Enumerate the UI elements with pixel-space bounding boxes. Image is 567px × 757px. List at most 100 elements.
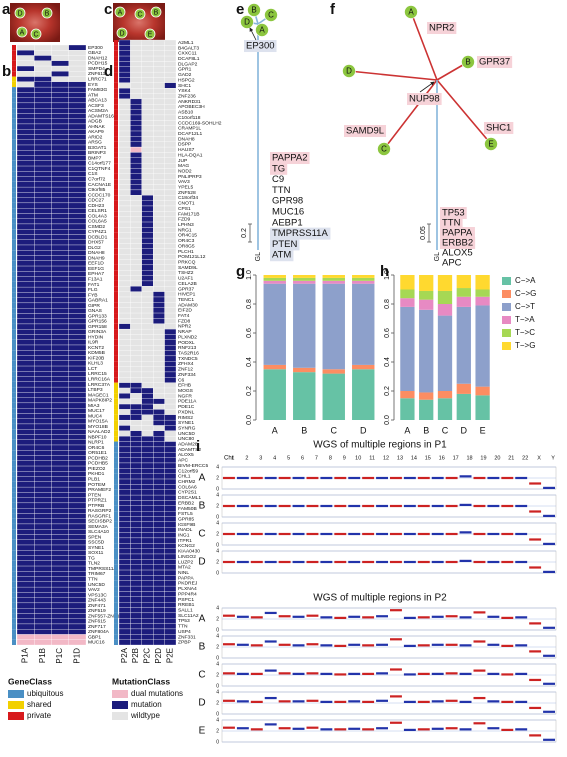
gene-label: GPR37 (178, 286, 194, 292)
gene-label: CELA2B (178, 281, 197, 287)
region-label: E (148, 31, 153, 38)
gene-label: PRKCQ (178, 259, 196, 265)
heatmap-cell (130, 628, 142, 635)
heatmap-cell (130, 275, 142, 282)
class-bar (114, 570, 118, 576)
heatmap-cell (16, 492, 35, 498)
heatmap-cell (51, 176, 69, 182)
heatmap-cell (51, 550, 69, 556)
heatmap-cell (51, 465, 69, 472)
gene-label: NUP98 (409, 94, 440, 105)
heatmap-cell (130, 318, 142, 324)
bar-segment (263, 364, 286, 370)
heatmap-cell (68, 65, 87, 72)
heatmap-cell (51, 334, 69, 340)
heatmap-cell (51, 65, 69, 72)
heatmap-cell (34, 223, 52, 230)
heatmap-cell (153, 623, 165, 630)
heatmap-cell (153, 109, 165, 116)
heatmap-cell (51, 218, 69, 225)
heatmap-cell (51, 55, 69, 61)
heatmap-cell (164, 77, 177, 83)
heatmap-cell (51, 92, 69, 98)
region-marker (30, 28, 42, 40)
heatmap-cell (16, 281, 35, 288)
heatmap-cell (34, 550, 52, 556)
heatmap-cell (34, 92, 52, 98)
heatmap-cell (141, 39, 154, 46)
heatmap-cell (164, 452, 177, 458)
heatmap-cell (51, 571, 69, 577)
heatmap-cell (153, 291, 165, 298)
heatmap-cell (16, 465, 35, 472)
heatmap-cell (16, 65, 35, 72)
class-bar (12, 429, 16, 435)
heatmap-cell (16, 544, 35, 551)
heatmap-cell (130, 232, 142, 239)
heatmap-cell (51, 281, 69, 288)
heatmap-cell (141, 425, 154, 431)
heatmap-cell (118, 634, 131, 640)
gene-label: FAM83G (88, 87, 107, 93)
heatmap-cell (130, 345, 142, 351)
heatmap-cell (118, 473, 131, 480)
gene-label: EP300 (88, 45, 103, 51)
heatmap-cell (118, 125, 131, 132)
heatmap-cell (68, 576, 87, 582)
tree-node (404, 5, 418, 19)
class-bar (12, 245, 16, 251)
gene-label: SHC1 (486, 123, 511, 134)
heatmap-cell (16, 239, 35, 246)
region-marker (14, 7, 26, 19)
cnv-tick-label: 0 (216, 655, 219, 661)
heatmap-cell (164, 334, 177, 340)
heatmap-cell (68, 476, 87, 482)
heatmap-cell (153, 88, 165, 94)
heatmap-cell (118, 248, 131, 255)
heatmap-cell (153, 296, 165, 303)
heatmap-cell (141, 559, 154, 565)
gene-label: PPP4R4 (178, 591, 197, 597)
heatmap-cell (118, 387, 131, 394)
gene-label: CDH23 (88, 203, 104, 209)
heatmap-cell (51, 565, 69, 572)
sample-label: A (199, 473, 206, 484)
heatmap-cell (164, 393, 177, 399)
heatmap-cell (34, 576, 52, 582)
tree-node (484, 137, 498, 151)
heatmap-cell (34, 586, 52, 593)
heatmap-cell (68, 186, 87, 193)
heatmap-cell (164, 398, 177, 405)
heatmap-cell (153, 371, 165, 378)
bar-segment (437, 290, 453, 304)
class-bar (114, 345, 118, 351)
legend-label: C−>G (515, 289, 536, 298)
class-bar (114, 484, 118, 490)
heatmap-cell (164, 195, 177, 201)
heatmap-cell (16, 76, 35, 82)
heatmap-cell (118, 254, 131, 260)
node-label: B (465, 58, 470, 67)
gene-label: TP53 (442, 208, 465, 219)
class-bar (114, 452, 118, 458)
bar-segment (419, 275, 434, 291)
gene-label: ALOX5 (178, 452, 194, 458)
class-bar (12, 87, 16, 93)
gene-label: CELSR1 (88, 208, 107, 214)
heatmap-cell (68, 281, 87, 288)
node-label: A (408, 8, 414, 17)
gene-label: SPEN (88, 534, 102, 540)
heatmap-cell (16, 213, 35, 219)
heatmap-cell (153, 387, 165, 394)
class-bar (12, 608, 16, 614)
heatmap-cell (68, 323, 87, 330)
heatmap-cell (16, 460, 35, 467)
heatmap-cell (130, 136, 142, 142)
heatmap-cell (118, 286, 131, 292)
heatmap-cell (34, 260, 52, 267)
gene-label: GPR37 (479, 57, 510, 68)
heatmap-cell (68, 223, 87, 230)
tree-node (240, 15, 254, 29)
panel-label: a (2, 1, 11, 18)
